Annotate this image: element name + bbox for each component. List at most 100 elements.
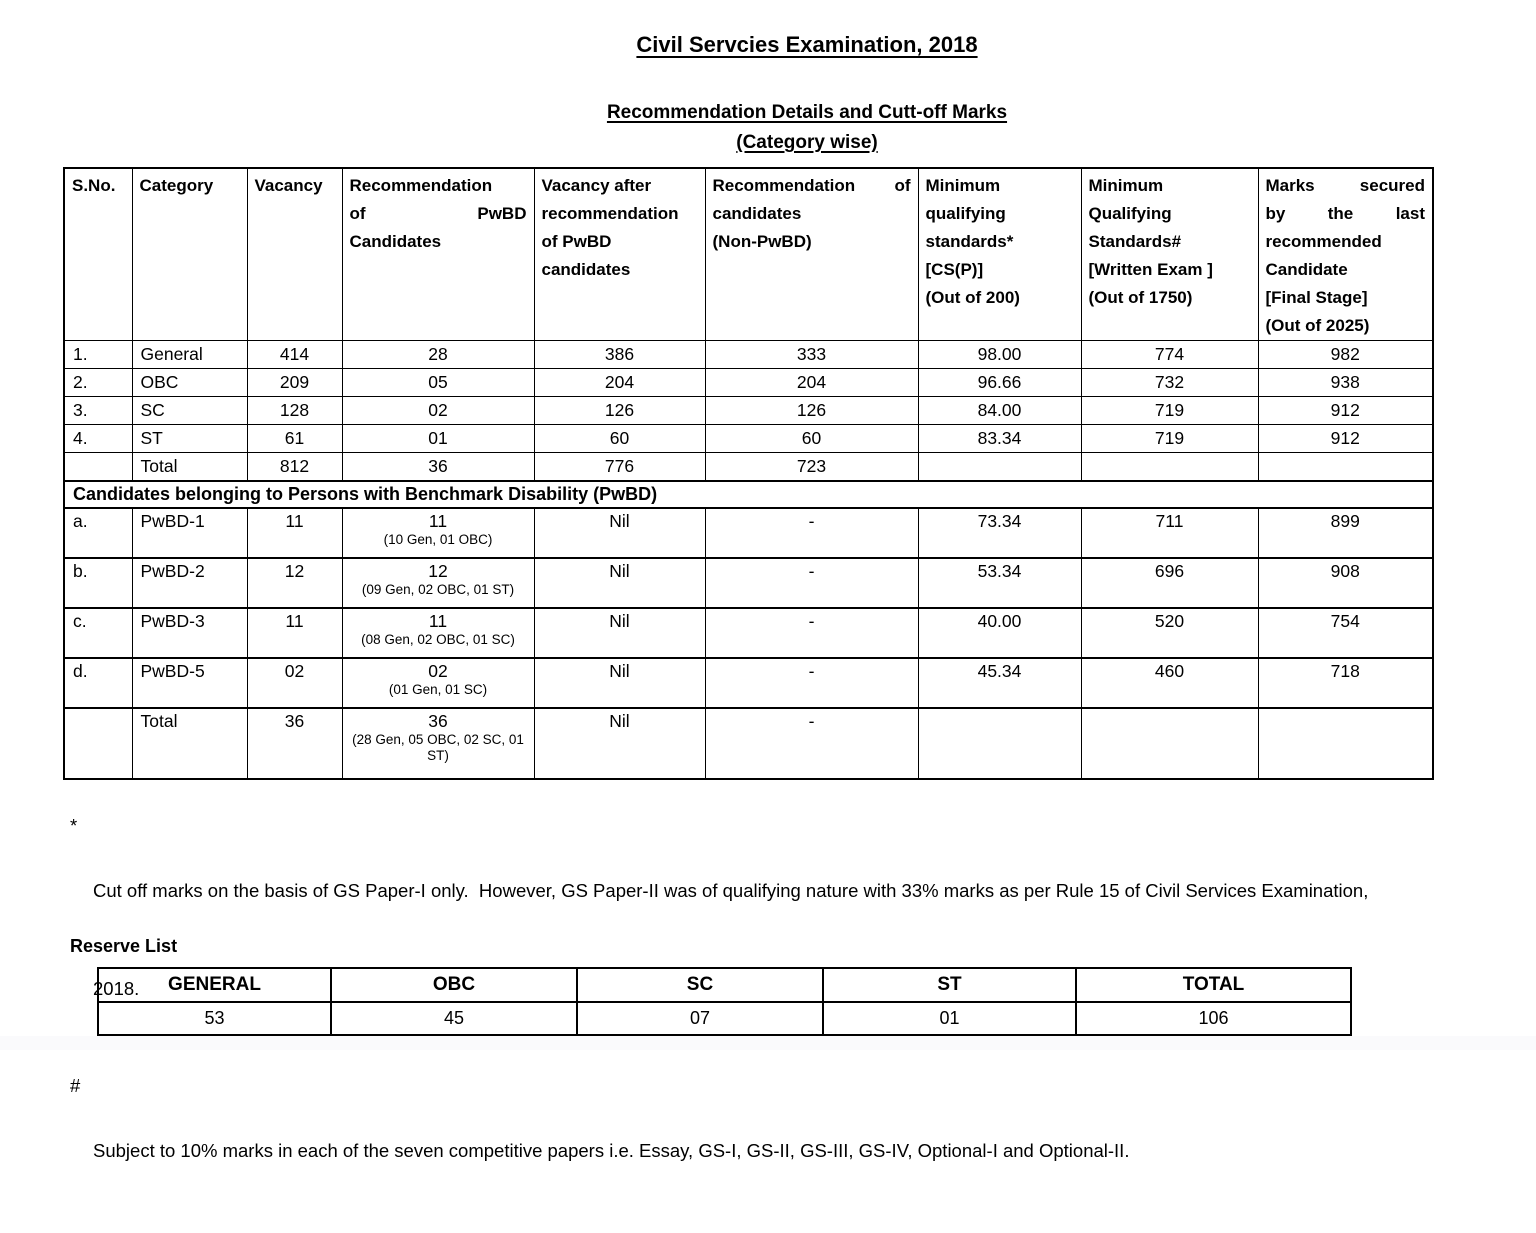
footnote-marker-asterisk: * — [70, 815, 78, 836]
table-row: Total 812 36 776 723 — [63, 452, 1434, 481]
reserve-header-obc: OBC — [330, 967, 578, 1003]
table-row: a. PwBD-1 11 11 (10 Gen, 01 OBC) Nil -73.34 711… — [63, 506, 1434, 558]
cell-rec_non: 204 — [704, 368, 919, 397]
cell-vacancy: 11 — [246, 506, 343, 558]
cell-vacancy: 812 — [246, 452, 343, 481]
col-header-min_csp: Minimum qualifying standards* [CS(P)] (Out o… — [917, 167, 1082, 341]
table-row: 3. SC 128 02 126 126 84.00 719 912 — [63, 396, 1434, 425]
col-header-rec_pwbd: Recommendation of PwBD Candidates — [341, 167, 535, 341]
col-header-sno: S.No. — [63, 167, 133, 341]
page-subtitle-category-wise: (Category wise) — [736, 132, 878, 153]
cell-vac_after: 204 — [533, 368, 706, 397]
cell-min_csp: 40.00 — [917, 606, 1082, 658]
cell-min_csp: 98.00 — [917, 340, 1082, 369]
reserve-values-row: 53 45 07 01 106 — [97, 1001, 1352, 1036]
table-body: 1. General 414 28 386 333 98.00 774 982 2. OBC 209 0… — [63, 340, 1434, 779]
cell-rec_pwbd: 11 (08 Gen, 02 OBC, 01 SC) — [341, 606, 535, 658]
cell-rec_non: - — [704, 706, 919, 779]
col-header-category: Category — [131, 167, 248, 341]
cell-sno: 3. — [63, 396, 133, 425]
cell-final: 912 — [1257, 424, 1434, 453]
cell-vacancy: 12 — [246, 556, 343, 608]
cell-sno: c. — [63, 606, 133, 658]
cell-vac_after: 126 — [533, 396, 706, 425]
cell-final: 938 — [1257, 368, 1434, 397]
cell-final: 899 — [1257, 506, 1434, 558]
cell-category: OBC — [131, 368, 248, 397]
footnote-cutoff: * Cut off marks on the basis of GS Paper… — [70, 810, 1520, 1070]
col-header-vac_after: Vacancy after recommendation of PwBD candid… — [533, 167, 706, 341]
cell-category: ST — [131, 424, 248, 453]
page-subtitle: Recommendation Details and Cutt-off Mark… — [606, 102, 1008, 123]
cell-min_csp: 83.34 — [917, 424, 1082, 453]
cell-sno: a. — [63, 506, 133, 558]
cell-sno: d. — [63, 656, 133, 708]
cell-final: 912 — [1257, 396, 1434, 425]
col-header-rec_non: Recommendation of candidates (Non-PwBD) — [704, 167, 919, 341]
cell-category: PwBD-1 — [131, 506, 248, 558]
cell-rec_pwbd: 02 (01 Gen, 01 SC) — [341, 656, 535, 708]
cell-sno: 2. — [63, 368, 133, 397]
reserve-value-st: 01 — [822, 1001, 1077, 1036]
reserve-value-general: 53 — [97, 1001, 332, 1036]
cell-min_written — [1080, 452, 1259, 481]
cell-vacancy: 128 — [246, 396, 343, 425]
cell-category: SC — [131, 396, 248, 425]
col-header-min_written: Minimum Qualifying Standards# [Written Exam… — [1080, 167, 1259, 341]
col-header-vacancy: Vacancy — [246, 167, 343, 341]
cell-rec_non: 126 — [704, 396, 919, 425]
footnote-text: Subject to 10% marks in each of the seve… — [93, 1140, 1130, 1161]
cell-rec_non: 60 — [704, 424, 919, 453]
cell-final: 754 — [1257, 606, 1434, 658]
header-row: S.No. Category Vacancy Recommendation of PwBD… — [63, 167, 1434, 341]
cell-min_csp: 45.34 — [917, 656, 1082, 708]
cell-sno: 4. — [63, 424, 133, 453]
table-row: Total 36 36 (28 Gen, 05 OBC, 02 SC, 01 ST) N… — [63, 706, 1434, 779]
cell-rec_non: 723 — [704, 452, 919, 481]
table-row: 2. OBC 209 05 204 204 96.66 732 938 — [63, 368, 1434, 397]
cell-final — [1257, 452, 1434, 481]
reserve-value-total: 106 — [1075, 1001, 1352, 1036]
reserve-header-row: GENERAL OBC SC ST TOTAL — [97, 967, 1352, 1003]
footnote-text: Cut off marks on the basis of GS Paper-I… — [93, 880, 1369, 999]
cell-vac_after: 386 — [533, 340, 706, 369]
cell-vacancy: 11 — [246, 606, 343, 658]
cell-vac_after: 60 — [533, 424, 706, 453]
cell-sno: b. — [63, 556, 133, 608]
col-header-final: Marks secured by the last recommended Candidat… — [1257, 167, 1434, 341]
footnote-subject: # Subject to 10% marks in each of the se… — [70, 1070, 1520, 1233]
cell-final: 908 — [1257, 556, 1434, 608]
cell-rec_pwbd: 05 — [341, 368, 535, 397]
cell-min_csp: 53.34 — [917, 556, 1082, 608]
cell-min_written: 719 — [1080, 424, 1259, 453]
section-row-label: Candidates belonging to Persons with Ben… — [63, 479, 1434, 509]
cell-vac_after: 776 — [533, 452, 706, 481]
reserve-header-st: ST — [822, 967, 1077, 1003]
cell-rec_pwbd: 28 — [341, 340, 535, 369]
cell-final: 718 — [1257, 656, 1434, 708]
cell-rec_pwbd: 36 (28 Gen, 05 OBC, 02 SC, 01 ST) — [341, 706, 535, 779]
cell-vac_after: Nil — [533, 606, 706, 658]
cell-rec_pwbd: 01 — [341, 424, 535, 453]
cell-min_written — [1080, 706, 1259, 779]
table-row: c. PwBD-3 11 11 (08 Gen, 02 OBC, 01 SC) Nil -4… — [63, 606, 1434, 658]
reserve-value-sc: 07 — [576, 1001, 824, 1036]
cell-rec_pwbd: 12 (09 Gen, 02 OBC, 01 ST) — [341, 556, 535, 608]
cell-rec_non: - — [704, 506, 919, 558]
table-header: S.No. Category Vacancy Recommendation of PwBD… — [63, 167, 1434, 341]
cell-vac_after: Nil — [533, 706, 706, 779]
reserve-list-table: GENERAL OBC SC ST TOTAL 53 45 07 01 106 — [97, 967, 1352, 1036]
cell-rec_pwbd: 02 — [341, 396, 535, 425]
cell-min_csp: 73.34 — [917, 506, 1082, 558]
cell-rec_non: - — [704, 556, 919, 608]
page-bottom-margin — [0, 1036, 1536, 1050]
reserve-header-general: GENERAL — [97, 967, 332, 1003]
cell-category: PwBD-3 — [131, 606, 248, 658]
cell-min_written: 520 — [1080, 606, 1259, 658]
cell-min_csp — [917, 706, 1082, 779]
cell-min_written: 719 — [1080, 396, 1259, 425]
cell-vacancy: 02 — [246, 656, 343, 708]
cell-min_csp — [917, 452, 1082, 481]
reserve-list-label: Reserve List — [70, 936, 178, 956]
cell-min_written: 711 — [1080, 506, 1259, 558]
